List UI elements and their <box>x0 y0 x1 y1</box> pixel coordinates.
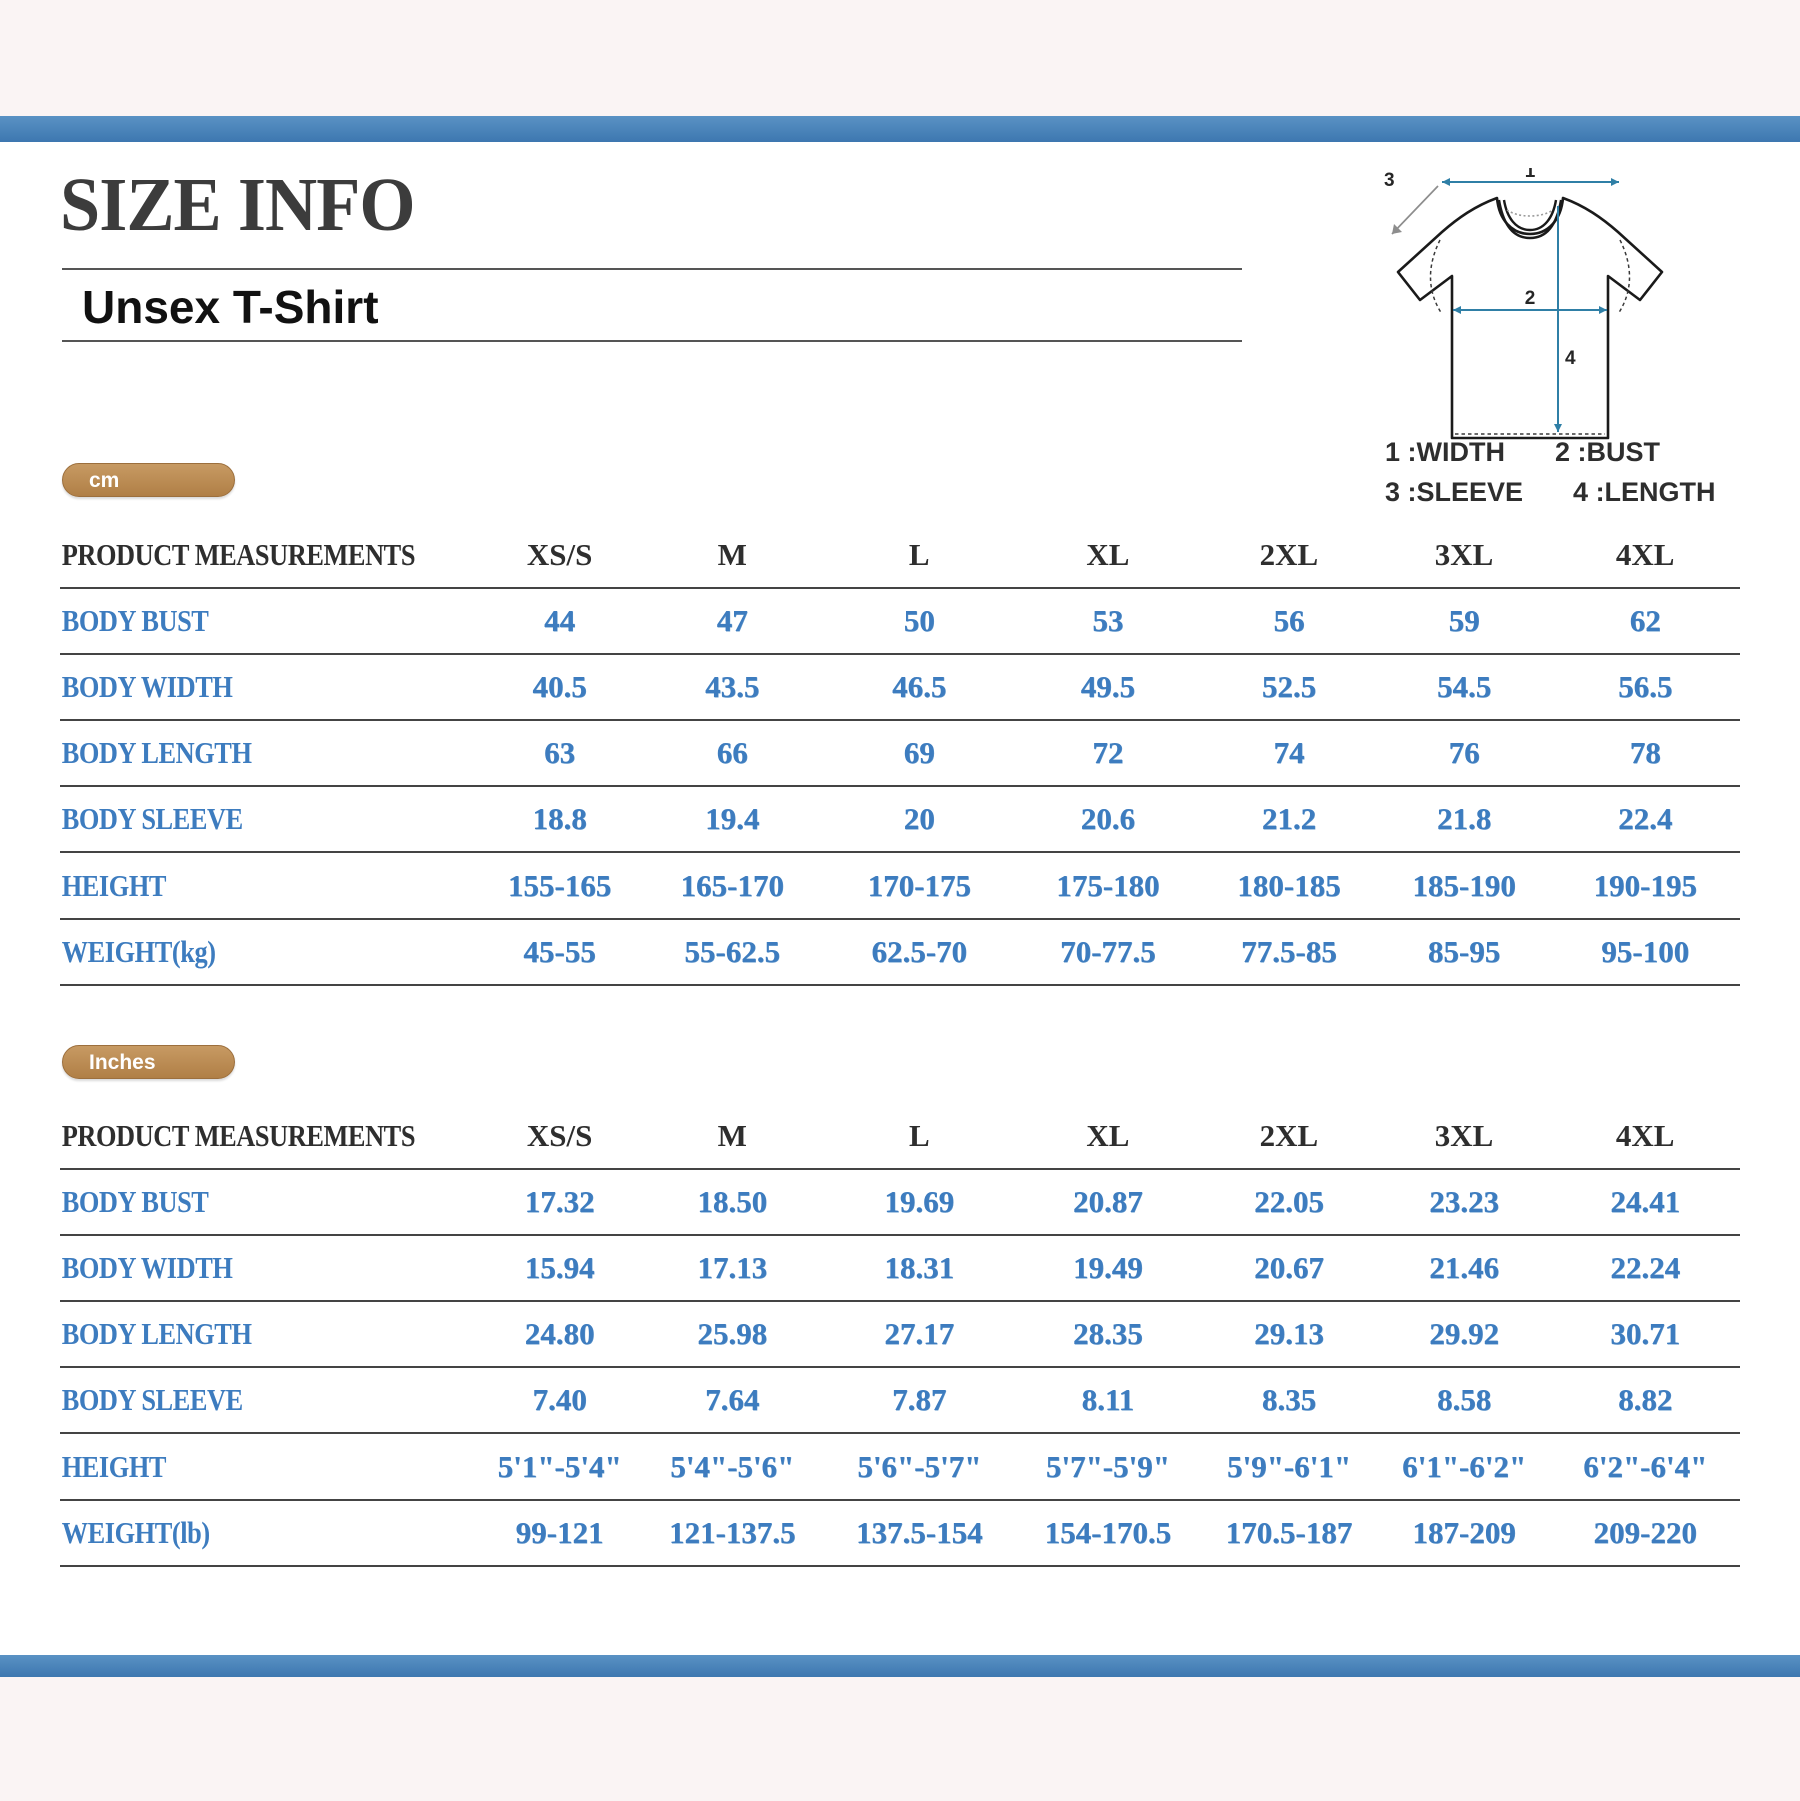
svg-text:2: 2 <box>1525 288 1536 309</box>
svg-text:1: 1 <box>1525 168 1536 182</box>
svg-text:4: 4 <box>1565 348 1576 369</box>
svg-text:3: 3 <box>1384 170 1395 191</box>
